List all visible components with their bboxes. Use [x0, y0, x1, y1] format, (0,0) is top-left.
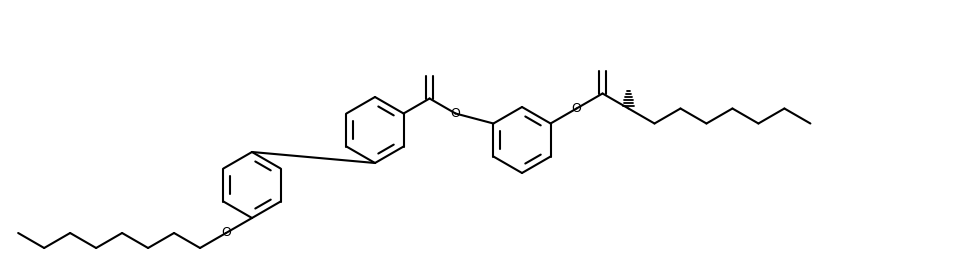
Text: O: O [221, 227, 231, 239]
Text: O: O [572, 102, 581, 115]
Text: O: O [450, 107, 460, 120]
